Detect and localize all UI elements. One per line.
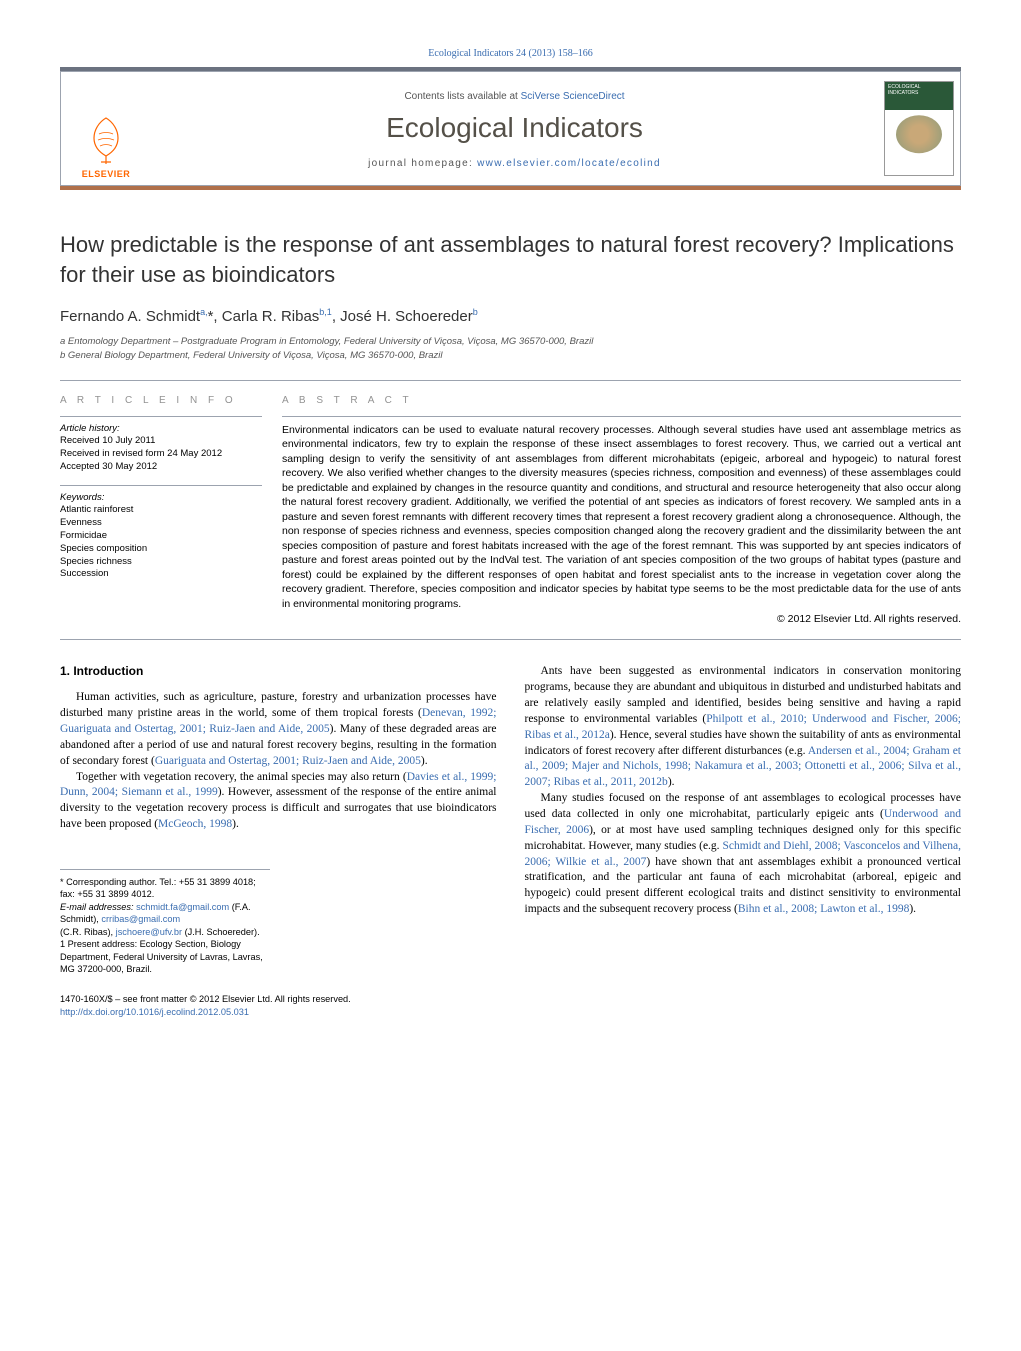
affiliations: a Entomology Department – Postgraduate P… — [60, 335, 961, 362]
header-rule-bottom — [60, 186, 961, 190]
divider-top — [60, 380, 961, 381]
history-received: Received 10 July 2011 — [60, 435, 262, 448]
email-link[interactable]: schmidt.fa@gmail.com — [136, 902, 229, 912]
body-columns: 1. Introduction Human activities, such a… — [60, 664, 961, 1018]
emails-label: E-mail addresses: — [60, 902, 136, 912]
header-center: Contents lists available at SciVerse Sci… — [151, 72, 878, 185]
issn-line: 1470-160X/$ – see front matter © 2012 El… — [60, 993, 497, 1005]
keyword: Species richness — [60, 556, 262, 569]
article-info-heading: A R T I C L E I N F O — [60, 395, 262, 406]
history-label: Article history: — [60, 423, 262, 434]
body-para: Human activities, such as agriculture, p… — [60, 690, 497, 769]
contents-prefix: Contents lists available at — [404, 91, 520, 102]
body-para: Together with vegetation recovery, the a… — [60, 770, 497, 833]
keyword: Species composition — [60, 543, 262, 556]
publisher-logo: ELSEVIER — [61, 72, 151, 185]
email-addresses-2: (C.R. Ribas), jschoere@ufv.br (J.H. Scho… — [60, 926, 270, 938]
keywords-label: Keywords: — [60, 492, 262, 503]
journal-homepage: journal homepage: www.elsevier.com/locat… — [368, 158, 661, 169]
history-revised: Received in revised form 24 May 2012 — [60, 448, 262, 461]
cover-thumbnail: ECOLOGICAL INDICATORS — [884, 81, 954, 176]
abstract: A B S T R A C T Environmental indicators… — [282, 395, 961, 625]
section-heading-intro: 1. Introduction — [60, 664, 497, 678]
email-link[interactable]: jschoere@ufv.br — [116, 927, 182, 937]
affiliation-a: a Entomology Department – Postgraduate P… — [60, 335, 961, 348]
journal-cover: ECOLOGICAL INDICATORS — [878, 72, 960, 185]
right-column: Ants have been suggested as environmenta… — [525, 664, 962, 1018]
abstract-heading: A B S T R A C T — [282, 395, 961, 406]
keyword: Succession — [60, 568, 262, 581]
affiliation-b: b General Biology Department, Federal Un… — [60, 349, 961, 362]
email-addresses: E-mail addresses: schmidt.fa@gmail.com (… — [60, 901, 270, 926]
article-title: How predictable is the response of ant a… — [60, 230, 961, 289]
contents-line: Contents lists available at SciVerse Sci… — [404, 91, 624, 102]
keyword: Evenness — [60, 517, 262, 530]
bottom-meta: 1470-160X/$ – see front matter © 2012 El… — [60, 993, 497, 1018]
journal-header-box: ELSEVIER Contents lists available at Sci… — [60, 71, 961, 186]
article-info: A R T I C L E I N F O Article history: R… — [60, 395, 282, 625]
authors: Fernando A. Schmidta,*, Carla R. Ribasb,… — [60, 307, 961, 325]
keyword: Atlantic rainforest — [60, 504, 262, 517]
article-history-block: Article history: Received 10 July 2011 R… — [60, 423, 262, 473]
divider-bottom — [60, 639, 961, 640]
abstract-text: Environmental indicators can be used to … — [282, 423, 961, 611]
cover-title: ECOLOGICAL INDICATORS — [888, 85, 950, 96]
elsevier-tree-icon — [79, 112, 133, 166]
body-para: Ants have been suggested as environmenta… — [525, 664, 962, 791]
keywords-block: Keywords: Atlantic rainforest Evenness F… — [60, 492, 262, 581]
homepage-link[interactable]: www.elsevier.com/locate/ecolind — [477, 158, 661, 169]
email-link[interactable]: crribas@gmail.com — [101, 914, 180, 924]
copyright: © 2012 Elsevier Ltd. All rights reserved… — [282, 613, 961, 625]
doi-link[interactable]: http://dx.doi.org/10.1016/j.ecolind.2012… — [60, 1007, 249, 1017]
body-para: Many studies focused on the response of … — [525, 791, 962, 918]
history-accepted: Accepted 30 May 2012 — [60, 461, 262, 474]
keyword: Formicidae — [60, 530, 262, 543]
journal-title: Ecological Indicators — [386, 112, 643, 144]
corresponding-author: * Corresponding author. Tel.: +55 31 389… — [60, 876, 270, 901]
cover-art-icon — [896, 115, 942, 153]
present-address: 1 Present address: Ecology Section, Biol… — [60, 938, 270, 975]
publisher-name: ELSEVIER — [82, 169, 131, 179]
homepage-prefix: journal homepage: — [368, 158, 477, 169]
sciencedirect-link[interactable]: SciVerse ScienceDirect — [521, 91, 625, 102]
left-column: 1. Introduction Human activities, such a… — [60, 664, 497, 1018]
footnotes: * Corresponding author. Tel.: +55 31 389… — [60, 869, 270, 975]
top-citation: Ecological Indicators 24 (2013) 158–166 — [60, 48, 961, 59]
